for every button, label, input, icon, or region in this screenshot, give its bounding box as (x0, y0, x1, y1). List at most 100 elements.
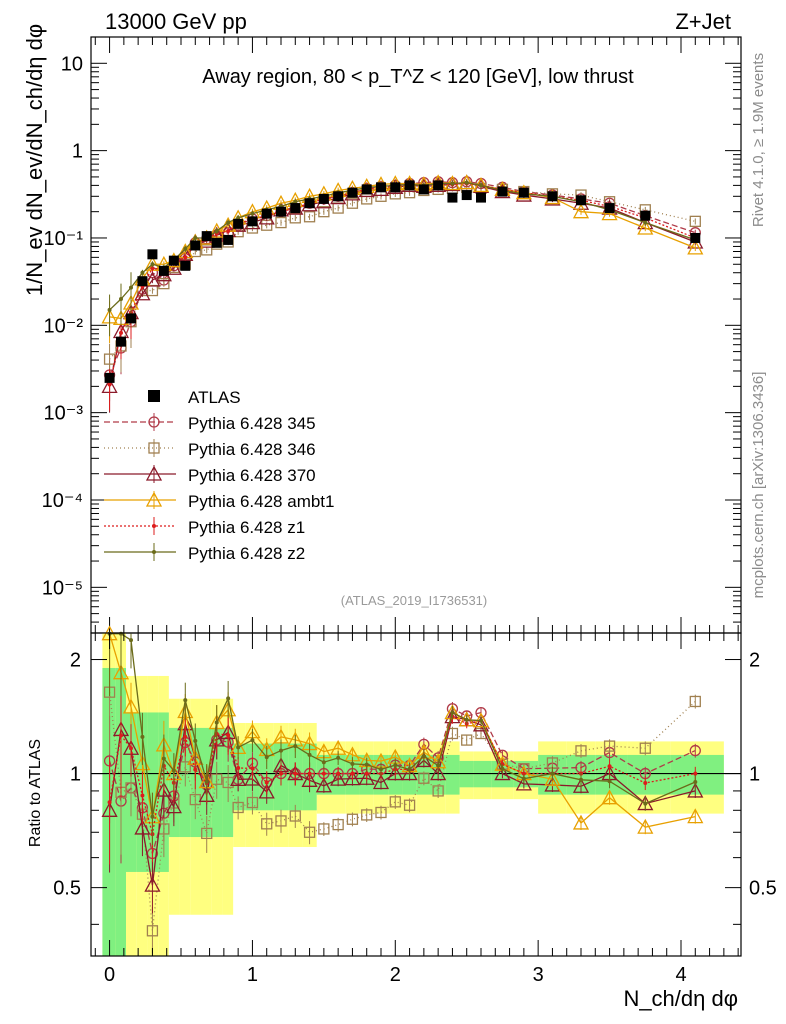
y-axis-title: 1/N_ev dN_ev/dN_ch/dη dφ (22, 24, 47, 296)
ratio-point (129, 638, 133, 643)
ratio-pythia-6-428-z2 (107, 631, 698, 845)
data-point (361, 184, 372, 195)
legend-marker (148, 442, 160, 454)
ratio-point (579, 777, 583, 782)
analysis-tag: (ATLAS_2019_I1736531) (341, 593, 487, 608)
data-point (211, 237, 222, 248)
data-point (147, 249, 158, 260)
ratio-point (183, 734, 188, 739)
legend-entry: Pythia 6.428 ambt1 (104, 491, 334, 511)
data-point (458, 174, 475, 190)
ratio-tick-label: 0.5 (53, 878, 81, 900)
x-axis-title: N_ch/dη dφ (623, 986, 738, 1011)
legend-label: Pythia 6.428 z1 (188, 518, 305, 537)
data-point (450, 181, 455, 186)
data-point (637, 219, 654, 235)
data-point (165, 259, 182, 275)
ratio-point (307, 771, 312, 776)
ratio-point (303, 826, 316, 838)
ratio-point (171, 768, 176, 773)
data-point (479, 183, 483, 188)
data-point (107, 307, 112, 312)
ratio-point (332, 818, 344, 831)
data-point (576, 195, 586, 206)
legend-entry: Pythia 6.428 z2 (104, 543, 305, 563)
ratio-point (575, 745, 587, 757)
ratio-band-inner (147, 712, 159, 872)
process-label: Z+Jet (675, 9, 731, 34)
series-atlas (104, 180, 701, 383)
ratio-point (601, 789, 618, 805)
ratio-point (494, 765, 511, 781)
legend-entry: Pythia 6.428 z1 (104, 517, 305, 537)
ratio-point (358, 769, 375, 785)
y-tick-label: 10 (61, 53, 83, 75)
rivet-note: Rivet 4.1.0, ≥ 1.9M events (750, 53, 767, 227)
data-point (226, 229, 231, 234)
data-point (233, 218, 244, 229)
ratio-point (515, 775, 532, 791)
data-point (497, 186, 508, 197)
ratio-point (544, 770, 561, 786)
ratio-point (430, 765, 447, 781)
legend-label: ATLAS (188, 388, 241, 407)
data-point (104, 372, 115, 383)
ratio-point (472, 716, 490, 732)
ratio-point (603, 740, 616, 752)
ratio-point (125, 782, 137, 794)
ratio-point (421, 754, 426, 759)
legend-marker (148, 390, 160, 402)
ratio-point (432, 785, 444, 797)
ratio-point (607, 779, 612, 784)
ratio-point (687, 782, 704, 798)
legend-label: Pythia 6.428 ambt1 (188, 492, 334, 511)
x-tick-label: 1 (247, 964, 258, 986)
data-point (304, 198, 315, 209)
ratio-panel: 2 2 1 1 0.5 0.5 0 1 2 3 4 (53, 625, 777, 986)
data-point (168, 255, 179, 266)
ratio-point (193, 738, 198, 743)
main-panel: 10 1 10⁻¹ 10⁻² 10⁻³ 10⁻⁴ 10⁻⁵ Away region, 80 … (42, 36, 742, 634)
main-x-axis-ticks (94, 37, 739, 633)
ratio-point (211, 773, 223, 785)
ratio-point (144, 876, 161, 892)
ratio-point (461, 734, 473, 746)
legend-marker (152, 524, 156, 528)
ratio-point (232, 801, 244, 814)
ratio-point (436, 763, 441, 768)
ratio-point (140, 734, 145, 739)
ratio-point (226, 733, 231, 738)
ratio-point (689, 695, 701, 708)
ratio-point (401, 765, 418, 781)
ratio-point (236, 766, 241, 771)
legend-label: Pythia 6.428 345 (188, 414, 316, 433)
ratio-point (214, 720, 219, 725)
ratio-point (264, 780, 269, 785)
y-tick-label: 10⁻¹ (44, 228, 84, 250)
ratio-point (134, 819, 151, 835)
data-point (318, 193, 329, 204)
ratio-band-inner (102, 667, 116, 956)
data-point (261, 208, 272, 219)
data-point (572, 203, 590, 219)
data-point (193, 235, 198, 240)
ratio-point (244, 770, 261, 786)
data-point (107, 382, 112, 387)
ratio-point (372, 774, 390, 790)
data-point (116, 336, 126, 347)
data-point (140, 270, 145, 275)
ratio-point (293, 771, 298, 776)
ratio-band-inner (445, 754, 460, 795)
ratio-tick-label: 2 (749, 650, 760, 672)
data-point (119, 297, 123, 302)
data-point (236, 215, 241, 220)
ratio-point (572, 777, 590, 793)
data-point (150, 266, 155, 271)
ratio-point (183, 698, 188, 703)
ratio-series (101, 625, 704, 954)
ratio-point (307, 752, 312, 757)
data-point (690, 232, 701, 243)
ratio-band-inner (627, 754, 671, 795)
ratio-point (204, 779, 209, 784)
